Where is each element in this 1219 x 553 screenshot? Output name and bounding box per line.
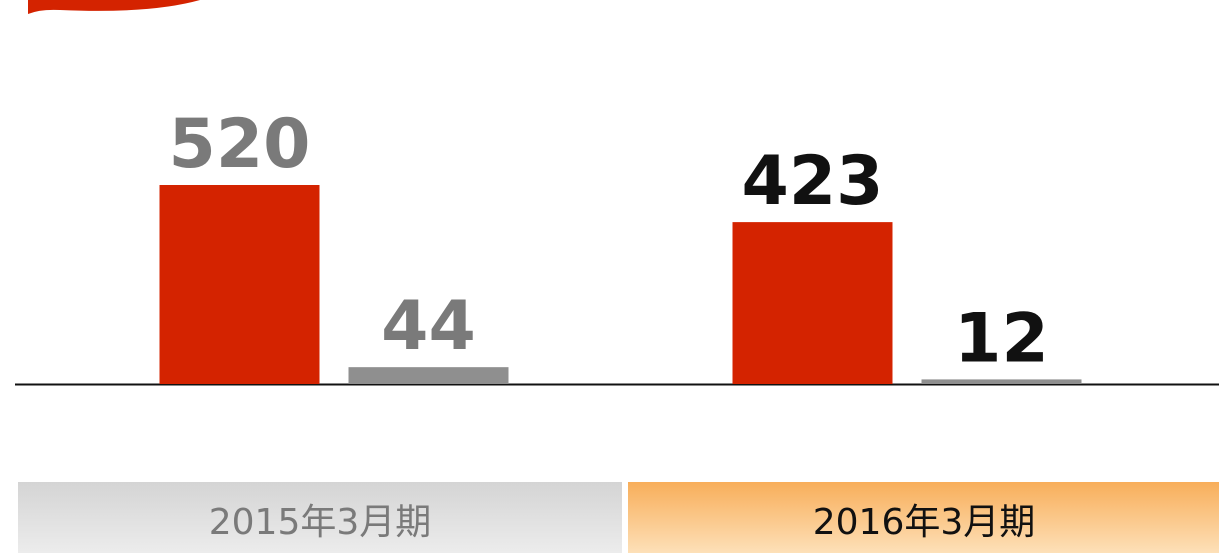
category-header	[628, 482, 1219, 553]
data-label: 520	[169, 105, 311, 184]
x-tick-label: 2016年3月期	[813, 502, 1036, 543]
data-label: 423	[742, 142, 884, 221]
bar	[348, 367, 509, 384]
data-label: 12	[954, 299, 1049, 378]
bar	[921, 379, 1082, 384]
decoration	[28, 0, 200, 14]
x-tick-label: 2015年3月期	[209, 502, 432, 543]
category-header	[18, 482, 622, 553]
data-label: 44	[381, 287, 476, 366]
bar	[732, 222, 893, 384]
bar	[159, 185, 320, 384]
